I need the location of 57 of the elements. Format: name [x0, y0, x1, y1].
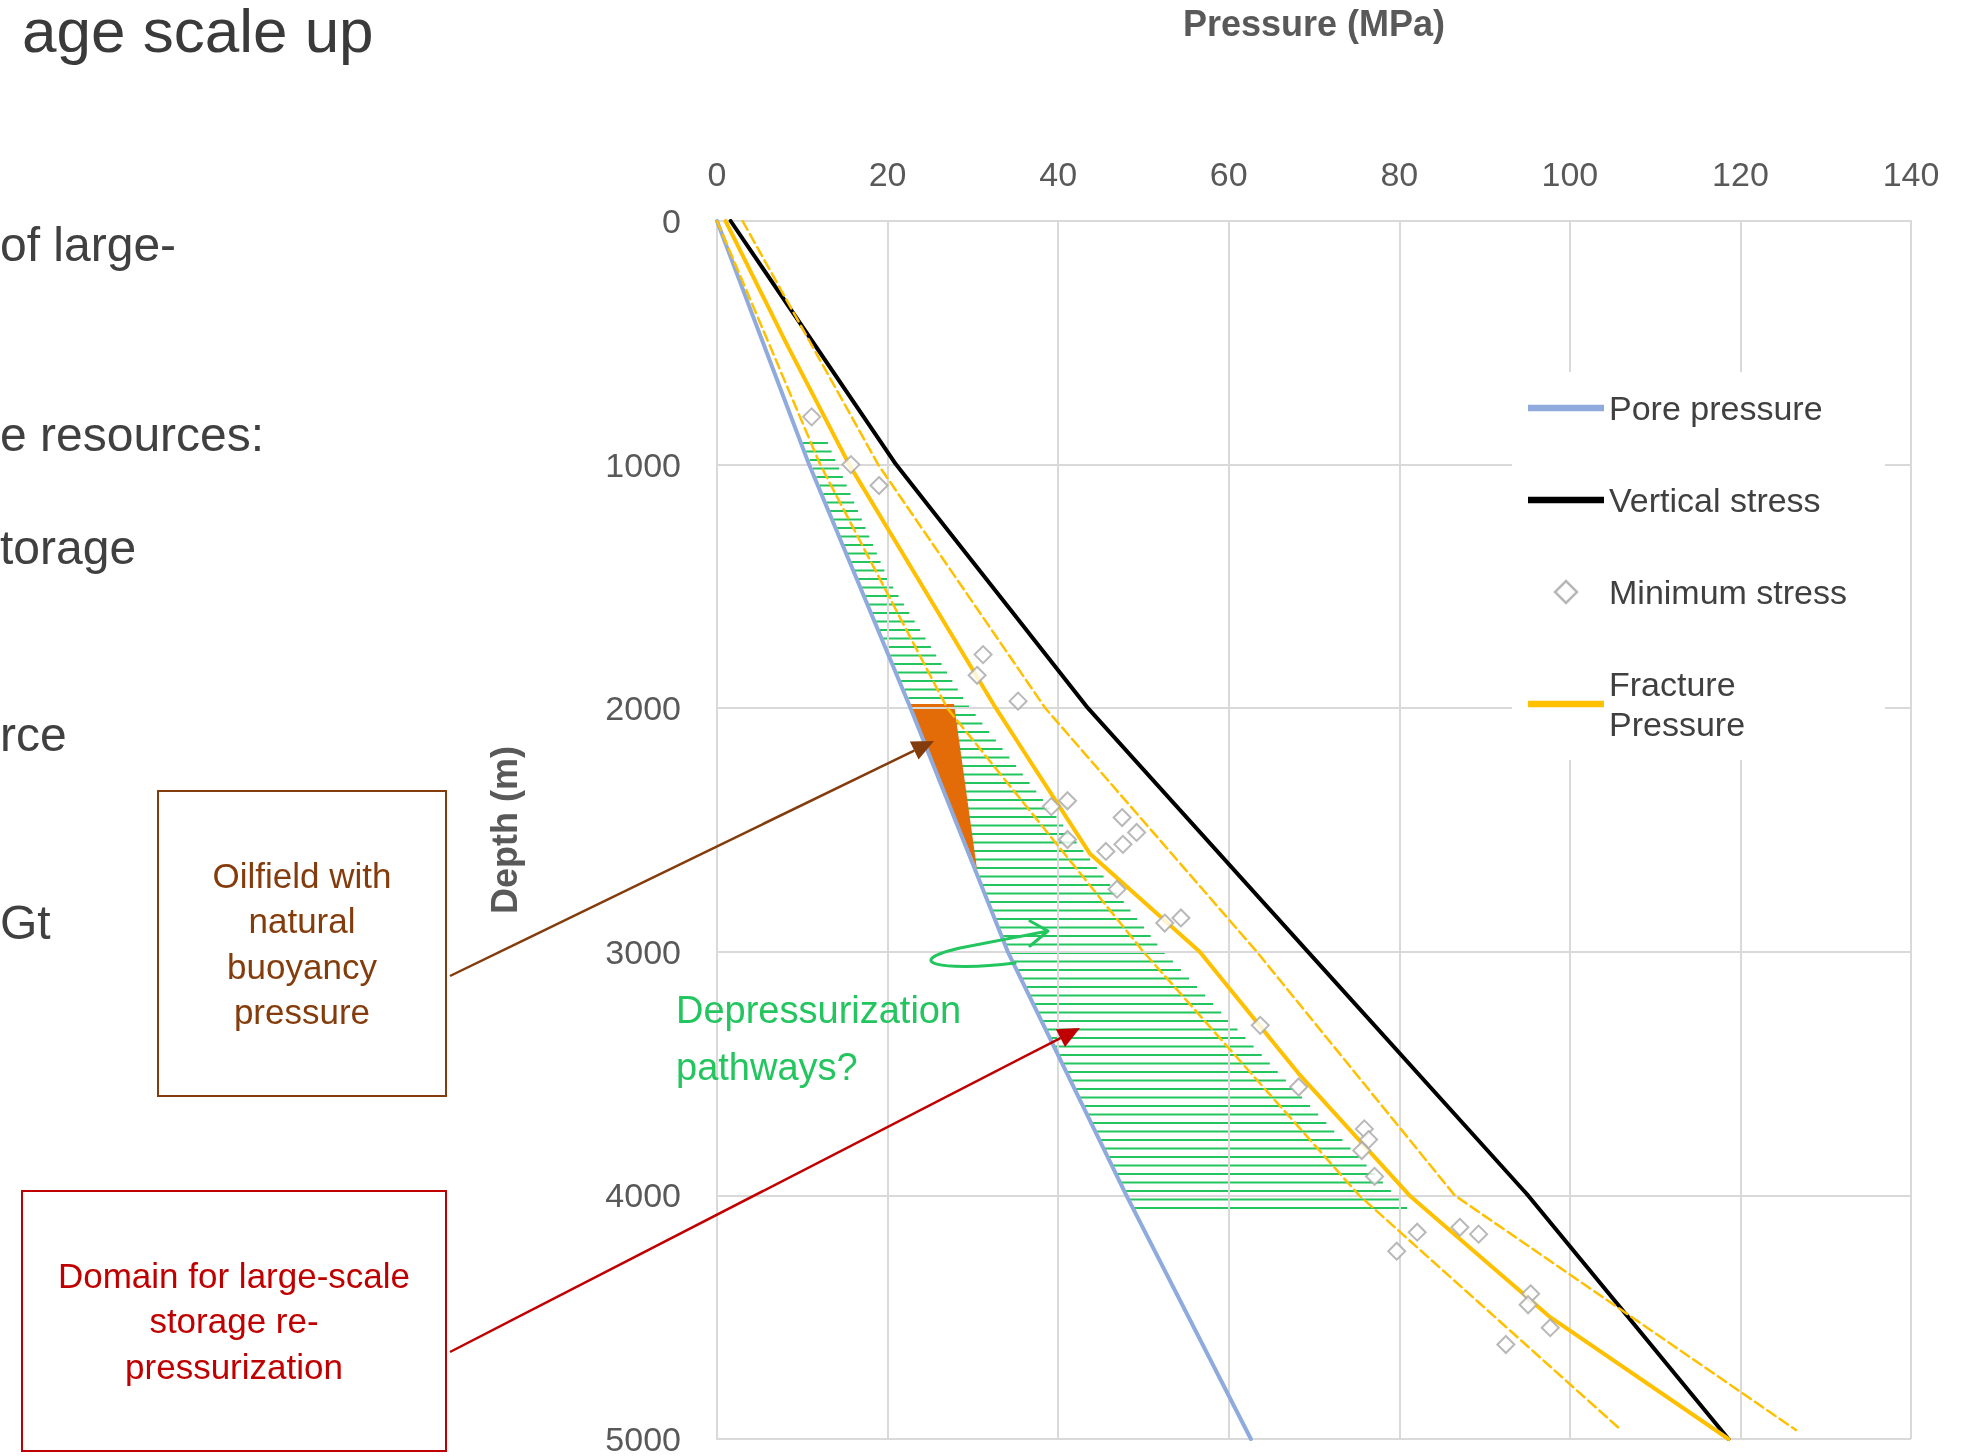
legend-label: Pore pressure [1609, 389, 1823, 427]
legend-label: Fracture Pressure [1609, 665, 1746, 743]
y-tick-label: 3000 [605, 932, 681, 971]
x-tick-label: 100 [1541, 155, 1599, 193]
x-tick-label: 120 [1712, 155, 1769, 193]
legend-label: Minimum stress [1609, 573, 1848, 611]
y-tick-label: 4000 [605, 1176, 681, 1215]
point [1008, 691, 1028, 711]
point [1058, 830, 1078, 849]
point [1496, 1334, 1516, 1354]
point [1469, 1224, 1489, 1244]
point [1359, 1130, 1379, 1150]
text: Gt [0, 896, 51, 949]
point [1250, 1015, 1270, 1035]
x-tick-label: 0 [707, 155, 727, 193]
x-tick-label: 80 [1380, 155, 1419, 193]
point [1450, 1217, 1470, 1237]
point [1127, 822, 1147, 842]
x-tick-label: 140 [1882, 155, 1940, 193]
point [973, 645, 993, 665]
text: of large- [0, 218, 177, 271]
legend-label: Vertical stress [1609, 481, 1821, 519]
text: Domain for large-scale storage re-pressurization [21, 1190, 447, 1452]
y-tick-label: 1000 [605, 445, 681, 484]
point [1540, 1318, 1560, 1338]
point [1113, 834, 1133, 854]
point [841, 455, 861, 475]
point [1352, 1141, 1372, 1161]
point [869, 476, 889, 496]
text: e resources: [0, 408, 265, 461]
text: rce [0, 708, 67, 761]
point [1171, 908, 1191, 928]
point [967, 665, 987, 685]
point [802, 407, 822, 427]
x-tick-label: 40 [1039, 155, 1078, 193]
text: torage [0, 521, 137, 574]
text: age scale up [22, 0, 374, 65]
point [1096, 841, 1116, 861]
y-tick-label: 5000 [605, 1420, 681, 1456]
point [1112, 808, 1132, 828]
point [1387, 1241, 1407, 1261]
point [1155, 913, 1175, 933]
point [1518, 1295, 1538, 1315]
point [1365, 1166, 1385, 1186]
y-axis-title: Depth (m) [483, 746, 525, 914]
point [1041, 797, 1061, 817]
annotation: Depressurization pathways? [676, 988, 963, 1090]
x-axis-title: Pressure (MPa) [1182, 2, 1446, 44]
y-tick-label: 0 [662, 202, 681, 240]
point [1407, 1222, 1427, 1242]
y-tick-label: 2000 [605, 689, 681, 728]
x-tick-label: 60 [1209, 155, 1248, 193]
point [1107, 879, 1127, 899]
x-tick-label: 20 [868, 155, 907, 193]
point [1289, 1077, 1309, 1097]
point [1058, 791, 1078, 811]
text: Oilfield with natural buoyancy pressure [157, 790, 447, 1097]
